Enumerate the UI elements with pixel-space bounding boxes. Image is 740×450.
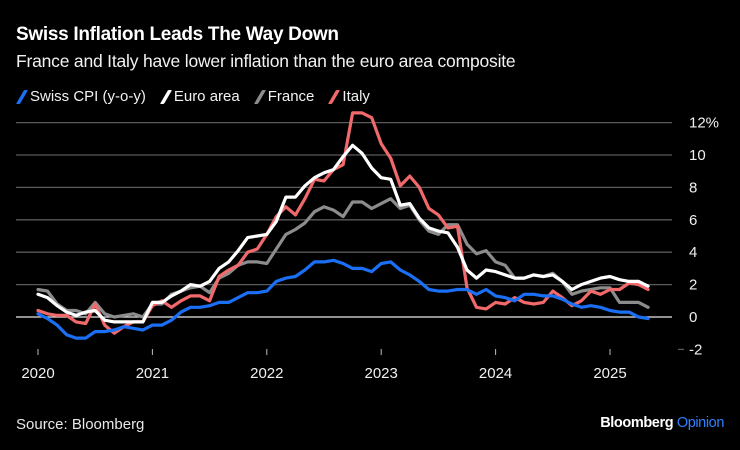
x-tick-label: 2025 bbox=[593, 365, 626, 382]
x-tick-label: 2024 bbox=[479, 365, 512, 382]
y-tick-label: 4 bbox=[689, 244, 697, 261]
legend-label-euro-area: Euro area bbox=[173, 88, 240, 105]
legend-label-italy: Italy bbox=[342, 88, 370, 105]
legend-item-italy: Italy bbox=[326, 88, 370, 105]
x-tick-label: 2021 bbox=[136, 365, 169, 382]
y-axis-ticks: 12% 10 8 6 4 2 0 -2 bbox=[689, 115, 719, 359]
italy-line bbox=[36, 111, 650, 335]
y-tick-label: 0 bbox=[689, 309, 697, 326]
y-tick-label: 6 bbox=[689, 212, 697, 229]
chart-title: Swiss Inflation Leads The Way Down bbox=[16, 24, 339, 45]
x-tick-label: 2020 bbox=[21, 365, 54, 382]
y-tick-label: -2 bbox=[689, 341, 702, 358]
legend-label-swiss: Swiss CPI (y-o-y) bbox=[30, 88, 146, 105]
y-tick-label: 8 bbox=[689, 179, 697, 196]
y-tick-label: 12% bbox=[689, 115, 719, 132]
source-note: Source: Bloomberg bbox=[16, 416, 145, 433]
legend-item-euro-area: Euro area bbox=[158, 88, 240, 105]
brand-name: Bloomberg bbox=[600, 415, 674, 431]
series-lines bbox=[36, 111, 650, 340]
legend-item-france: France bbox=[252, 88, 315, 105]
legend: Swiss CPI (y-o-y) Euro area France Italy bbox=[14, 88, 382, 105]
chart-subtitle: France and Italy have lower inflation th… bbox=[16, 51, 516, 71]
gridlines bbox=[16, 121, 684, 351]
x-tick-label: 2022 bbox=[250, 365, 283, 382]
brand-logo: Bloomberg Opinion bbox=[600, 415, 724, 431]
legend-label-france: France bbox=[267, 88, 315, 105]
legend-item-swiss: Swiss CPI (y-o-y) bbox=[14, 88, 146, 105]
brand-section: Opinion bbox=[676, 415, 725, 431]
euro-area-line bbox=[36, 143, 650, 324]
swiss-cpi-line bbox=[36, 258, 650, 340]
x-tick-label: 2023 bbox=[365, 365, 398, 382]
x-axis-ticks: 2020 2021 2022 2023 2024 2025 bbox=[21, 349, 627, 382]
y-tick-label: 10 bbox=[689, 147, 706, 164]
france-line bbox=[36, 197, 650, 319]
y-tick-label: 2 bbox=[689, 277, 697, 294]
